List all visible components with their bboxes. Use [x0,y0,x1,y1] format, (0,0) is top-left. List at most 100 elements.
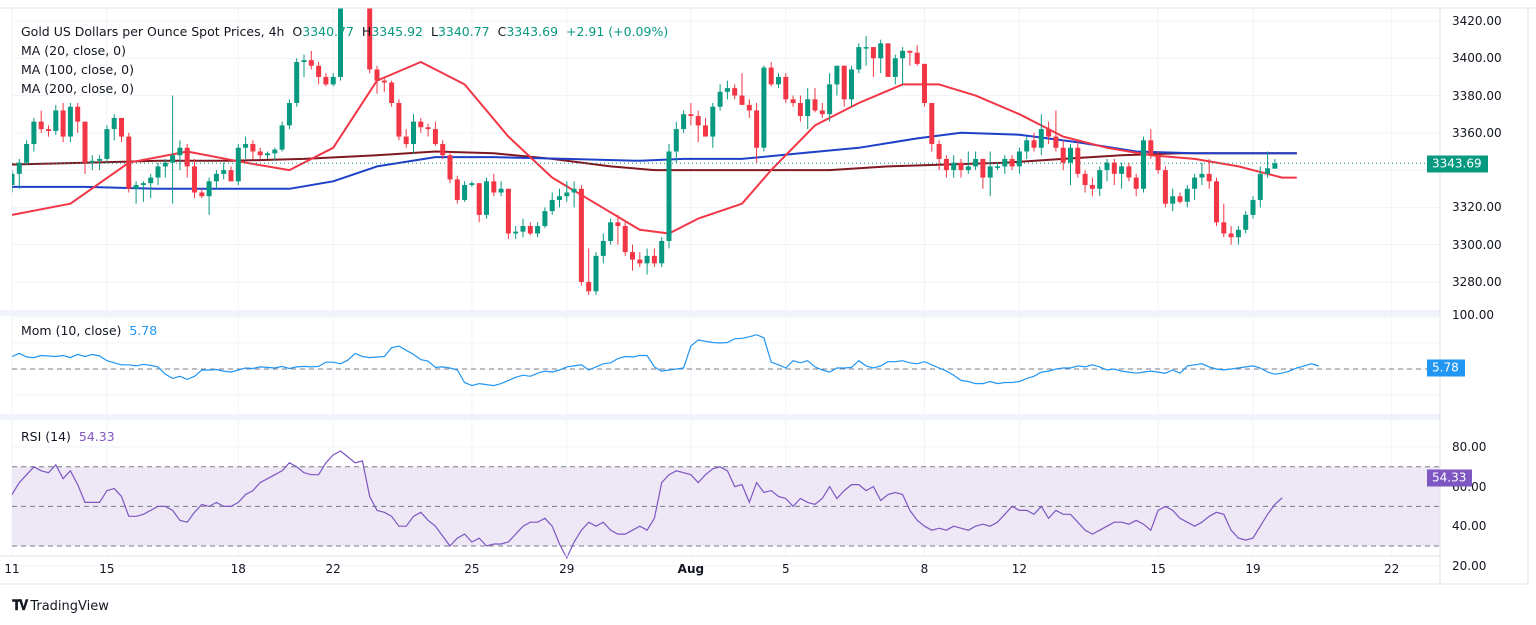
candle-body [111,117,117,130]
candle-body [46,129,51,131]
open-value: 3340.77 [302,24,354,39]
price-tick-label: 3320.00 [1452,200,1502,215]
candle-body [1097,170,1103,189]
candle-body [484,181,489,215]
candle [418,117,424,133]
candle [965,151,971,174]
candle [586,248,592,296]
candle-body [411,121,416,145]
candle-body [914,52,920,64]
candle [644,248,650,275]
candle-body [1082,173,1088,186]
candle-body [177,147,183,156]
legend-momentum[interactable]: Mom (10, close) 5.78 [21,323,157,338]
ma200-line [12,150,1297,172]
legend-ma20[interactable]: MA (20, close, 0) [21,43,127,58]
candle-body [447,155,453,180]
change-value: +2.91 (+0.09%) [565,24,669,39]
candle [878,39,884,74]
candle [761,65,767,152]
candle [1192,173,1198,200]
candle-body [330,76,336,85]
candle [250,140,256,159]
candle-body [235,147,241,182]
candle [768,62,774,87]
rsi-pane [11,450,1283,560]
candle-body [1214,181,1219,223]
candle [1060,140,1066,171]
candle-body [1228,233,1234,238]
candle [476,183,482,223]
candle-body [462,185,468,200]
candle [863,35,869,66]
candle-body [812,99,818,111]
candle [870,47,876,77]
candle-body [995,166,1000,168]
candle-body [557,196,562,200]
candle-body [659,240,665,264]
candle [943,155,949,178]
chart-title-legend: Gold US Dollars per Ounce Spot Prices, 4… [21,24,668,39]
candle-body [24,144,30,163]
candle [89,155,95,171]
tradingview-logo-icon: 𝐓𝐕 [12,598,28,614]
candle [1265,151,1271,178]
legend-ma200[interactable]: MA (200, close, 0) [21,81,134,96]
high-value: 3345.92 [371,24,424,39]
candle-body [396,103,402,137]
candle-body [97,158,103,161]
candle-body [184,147,190,167]
candle-body [973,158,979,167]
candle [12,170,15,193]
candle [272,147,278,161]
time-tick-label: 18 [230,562,246,576]
candle [739,73,745,105]
candle-body [338,8,343,77]
candle-body [265,153,270,156]
candle [783,73,789,104]
candle [929,103,935,152]
candle [885,43,891,77]
tradingview-logo[interactable]: 𝐓𝐕 TradingView [12,598,109,614]
candle [170,95,176,204]
candle [155,162,161,186]
candle-body [922,63,927,104]
candle [53,104,59,135]
candle [1002,155,1008,174]
candle-body [834,65,840,85]
candle [695,110,701,143]
candle-body [520,226,526,232]
candle-body [403,136,409,145]
candle [615,214,621,245]
candle [841,65,847,107]
time-tick-label: 22 [325,562,341,576]
candle [447,151,453,184]
candle [133,181,139,204]
candle-body [1170,196,1176,204]
candle [381,76,387,92]
candle-body [1162,170,1168,204]
candle-body [841,65,847,100]
candle [38,110,44,133]
candle [717,84,723,111]
candle [578,185,584,286]
candle [389,80,395,107]
candle-body [1031,140,1037,148]
legend-rsi[interactable]: RSI (14) 54.33 [21,429,115,444]
candle-body [301,60,307,63]
candle-body [768,67,774,85]
candle [1046,121,1052,145]
candle-body [133,185,139,189]
candle [520,218,526,238]
candle [797,95,803,122]
legend-ma100[interactable]: MA (100, close, 0) [21,62,134,77]
momentum-pane [11,334,1440,387]
candle-body [783,76,789,100]
candle [724,80,730,100]
candle [221,162,227,180]
candle-body [1206,173,1212,182]
momentum-tag: 5.78 [1427,359,1465,377]
candle-body [140,183,146,186]
candle-body [622,226,628,253]
